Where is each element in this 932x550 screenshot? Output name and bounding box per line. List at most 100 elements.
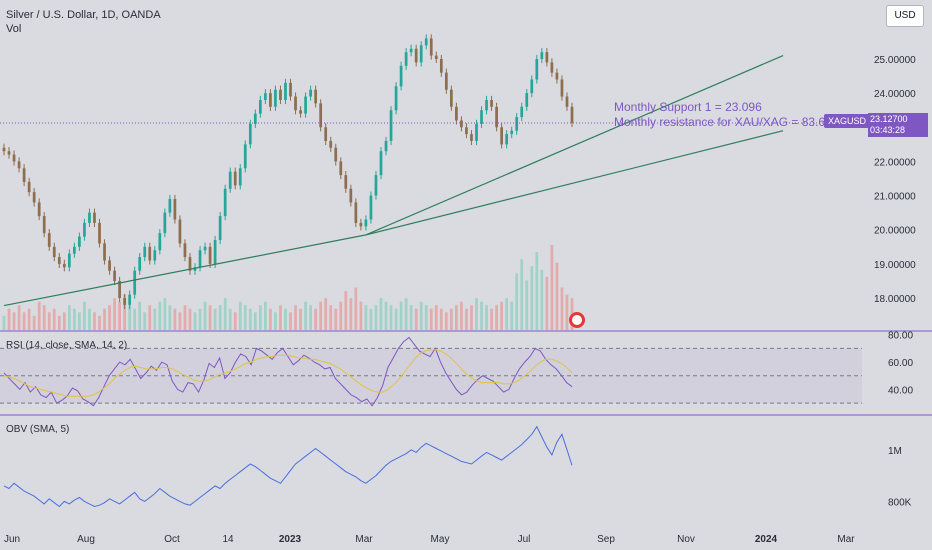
- candle-body: [349, 188, 353, 203]
- volume-bar: [475, 298, 478, 330]
- candle-body: [228, 171, 232, 189]
- volume-bar: [108, 305, 111, 330]
- resistance-annotation: Monthly resistance for XAU/XAG = 83.601: [614, 115, 839, 129]
- candle-body: [32, 192, 36, 203]
- candle-body: [475, 123, 478, 141]
- volume-bar: [449, 308, 453, 330]
- volume-bar: [555, 262, 559, 330]
- candle-body: [480, 110, 483, 124]
- volume-bar: [495, 305, 498, 330]
- volume-bar: [439, 308, 443, 330]
- volume-bar: [334, 308, 338, 330]
- candle-body: [394, 86, 398, 111]
- volume-bar: [243, 305, 247, 330]
- volume-bar: [238, 301, 242, 330]
- candle-body: [540, 52, 544, 59]
- volume-bar: [279, 305, 282, 330]
- volume-bar: [490, 308, 493, 330]
- volume-bar: [480, 301, 483, 330]
- volume-bar: [47, 312, 51, 330]
- price-badge: 23.12700 03:43:28: [868, 113, 928, 137]
- candle-body: [27, 181, 31, 193]
- volume-bar: [133, 308, 137, 330]
- volume-bar: [520, 259, 524, 330]
- candle-body: [545, 52, 549, 63]
- candle-body: [203, 246, 207, 251]
- volume-bar: [304, 301, 307, 330]
- candle-body: [510, 130, 514, 135]
- symbol-title: Silver / U.S. Dollar, 1D, OANDA: [6, 9, 161, 21]
- volume-bar: [349, 298, 353, 330]
- candle-body: [183, 243, 187, 258]
- candle-body: [359, 222, 363, 227]
- candle-body: [118, 280, 121, 299]
- candle-body: [319, 103, 323, 128]
- volume-bar: [27, 308, 31, 330]
- volume-bar: [103, 308, 106, 330]
- volume-bar: [213, 308, 217, 330]
- volume-bar: [409, 305, 413, 330]
- candle-body: [148, 246, 152, 261]
- candle-body: [128, 294, 132, 305]
- candle-body: [158, 233, 162, 251]
- volume-bar: [17, 305, 21, 330]
- volume-bar: [228, 308, 232, 330]
- candle-body: [470, 134, 473, 141]
- candle-body: [520, 106, 524, 118]
- volume-bar: [118, 301, 121, 330]
- x-axis-tick: May: [431, 534, 450, 545]
- candle-body: [279, 89, 282, 100]
- candle-body: [389, 110, 393, 141]
- volume-bar: [515, 273, 519, 330]
- candle-body: [304, 96, 307, 114]
- candle-body: [444, 72, 448, 90]
- rsi-axis-tick: 40.00: [888, 385, 913, 396]
- candle-body: [153, 250, 157, 261]
- volume-bar: [314, 308, 318, 330]
- volume-bar: [208, 305, 212, 330]
- candle-body: [500, 127, 503, 145]
- trendline: [3, 234, 367, 307]
- support-annotation: Monthly Support 1 = 23.096: [614, 100, 762, 114]
- candle-body: [434, 55, 438, 59]
- candle-body: [163, 212, 167, 234]
- volume-bar: [485, 305, 488, 330]
- currency-button[interactable]: USD: [886, 5, 924, 27]
- volume-bar: [78, 312, 81, 330]
- candle-body: [369, 195, 373, 220]
- candle-body: [550, 62, 554, 73]
- volume-bar: [42, 305, 46, 330]
- volume-bar: [369, 308, 373, 330]
- chart-title-block: Silver / U.S. Dollar, 1D, OANDA Vol: [6, 8, 161, 36]
- candle-body: [344, 175, 348, 189]
- candle-body: [93, 212, 96, 223]
- candle-body: [424, 38, 428, 46]
- volume-bar: [248, 308, 252, 330]
- candle-body: [243, 144, 247, 169]
- rsi-axis-tick: 60.00: [888, 358, 913, 369]
- candle-body: [329, 140, 333, 148]
- volume-bar: [530, 266, 534, 330]
- volume-bar: [163, 298, 167, 330]
- candle-body: [515, 117, 519, 131]
- volume-bar: [168, 305, 172, 330]
- volume-bar: [128, 305, 132, 330]
- volume-bar: [284, 308, 287, 330]
- price-axis-tick: 20.00000: [874, 226, 916, 237]
- candle-body: [565, 96, 569, 107]
- candle-body: [67, 253, 71, 268]
- candle-body: [354, 202, 358, 223]
- x-axis-tick: 14: [222, 534, 234, 545]
- candle-body: [42, 216, 46, 234]
- candle-body: [57, 257, 61, 264]
- volume-bar: [404, 298, 408, 330]
- volume-bar: [173, 308, 177, 330]
- candle-body: [253, 113, 257, 124]
- candle-body: [198, 250, 202, 268]
- obv-label: OBV (SMA, 5): [6, 424, 70, 435]
- candle-body: [233, 171, 237, 186]
- candle-body: [218, 216, 222, 240]
- volume-bar: [299, 308, 302, 330]
- candle-body: [123, 298, 127, 305]
